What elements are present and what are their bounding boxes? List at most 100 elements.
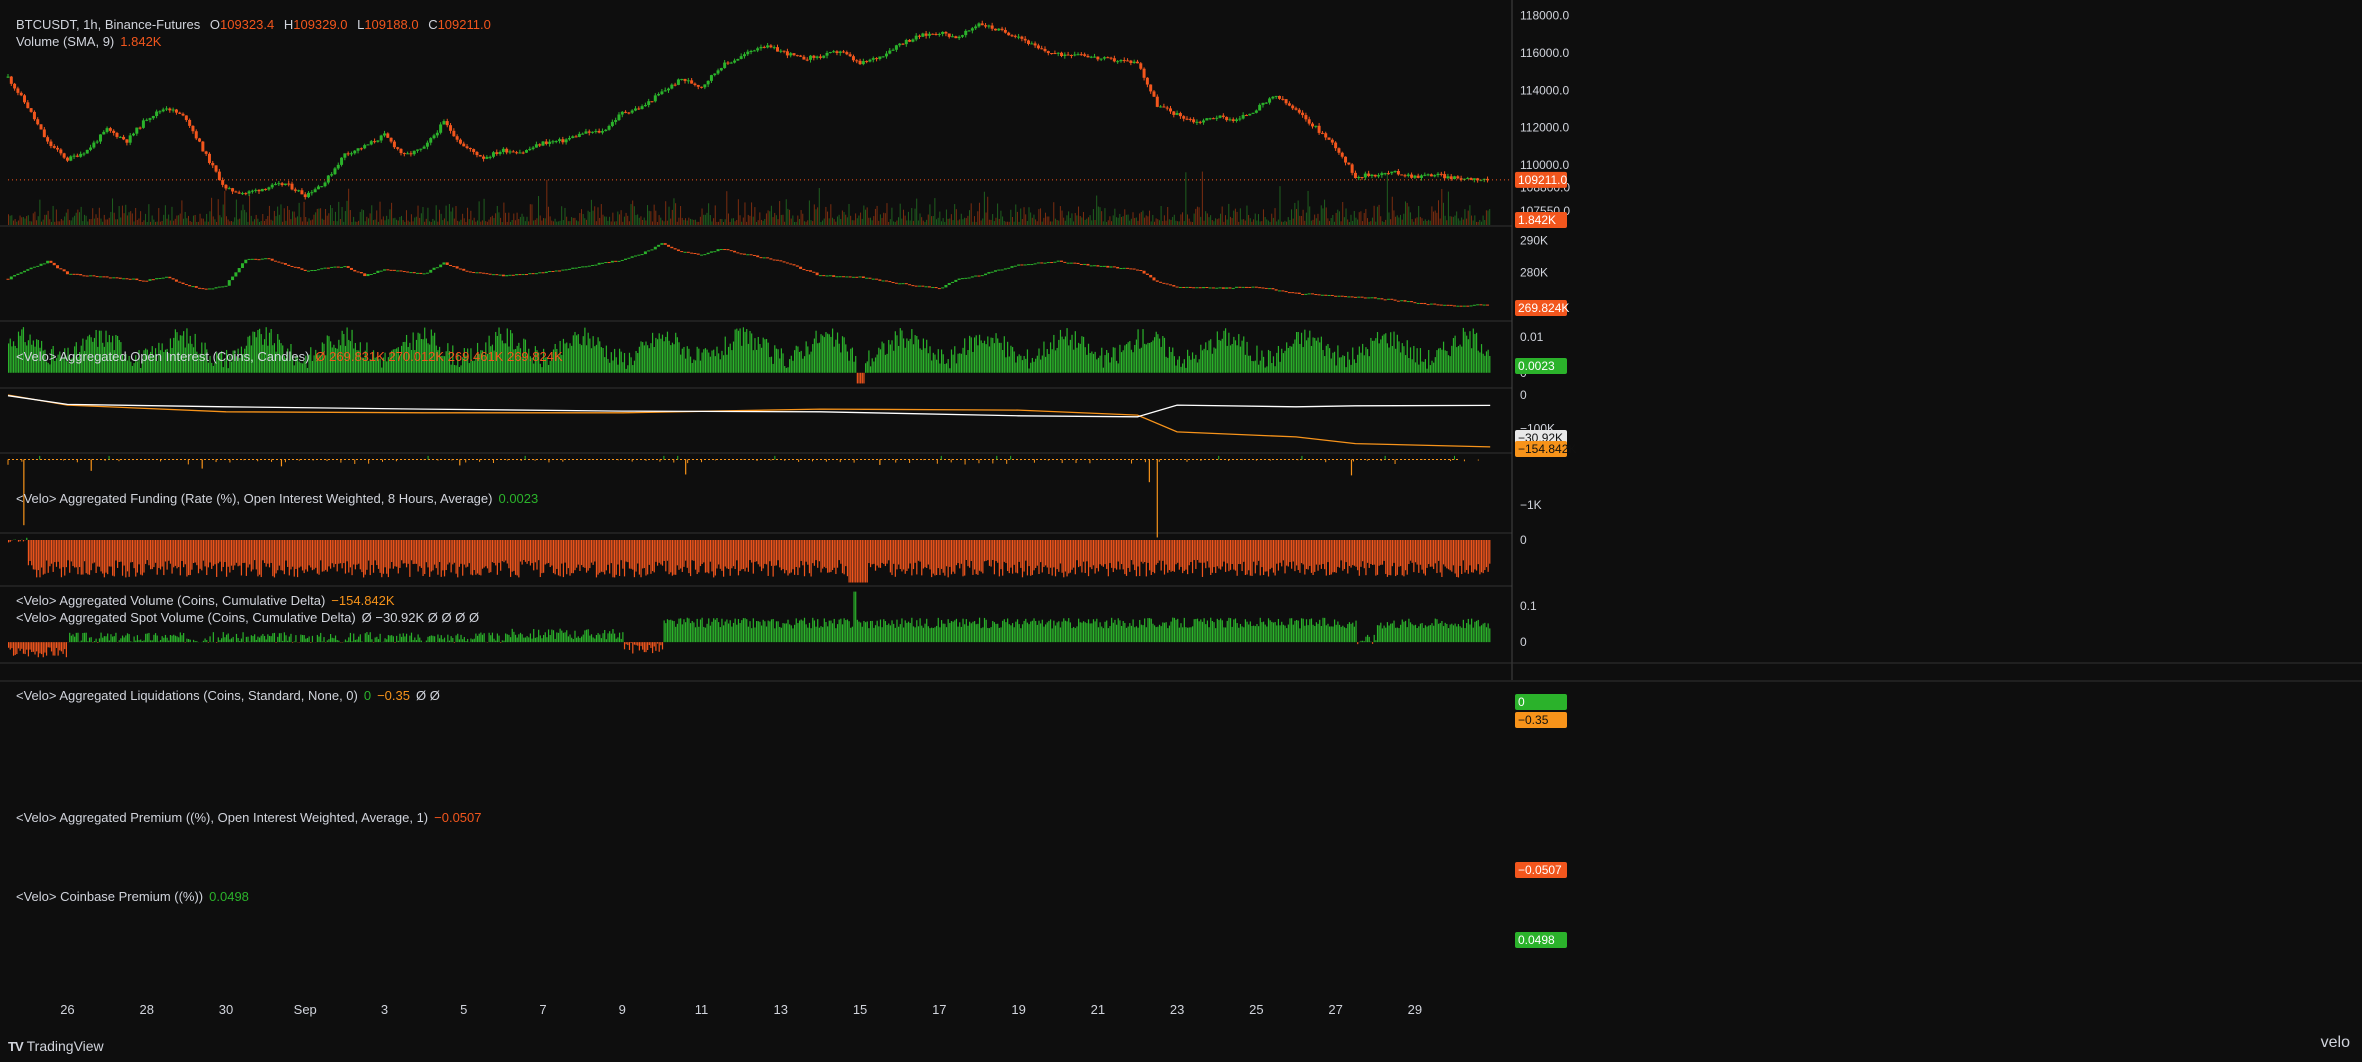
funding-bar (1452, 338, 1455, 373)
premium-bar (206, 540, 208, 576)
price-candle (960, 35, 964, 37)
premium-bar (334, 540, 337, 565)
price-candle (723, 62, 727, 69)
premium-bar (1071, 540, 1073, 570)
cb-premium-bar (1145, 627, 1147, 643)
price-candle (310, 192, 314, 194)
funding-bar (579, 343, 581, 373)
funding-bar (496, 335, 498, 373)
price-candle (518, 152, 522, 154)
price-candle (42, 129, 46, 138)
price-candle (13, 83, 17, 89)
oi-candle (1360, 296, 1364, 298)
funding-bar (486, 353, 489, 373)
premium-bar (501, 540, 503, 562)
cb-premium-bar (1233, 619, 1235, 643)
funding-bar (442, 355, 444, 373)
premium-bar (311, 540, 314, 571)
volume-bar (412, 221, 414, 225)
premium-bar (1342, 540, 1344, 571)
volume-bar (869, 217, 871, 225)
premium-bar (894, 540, 896, 577)
volume-bar (473, 217, 475, 225)
premium-bar (1028, 540, 1030, 567)
cb-premium-bar (945, 627, 948, 643)
volume-bar (1363, 212, 1365, 225)
funding-bar (1282, 353, 1284, 373)
funding-bar (825, 332, 827, 373)
funding-bar (70, 358, 72, 373)
premium-bar (937, 540, 939, 569)
cb-premium-bar (32, 642, 34, 652)
volume-bar (21, 217, 23, 225)
cb-premium-bar (539, 635, 541, 643)
funding-bar (450, 364, 452, 373)
premium-bar (392, 540, 394, 569)
volume-bar (179, 213, 181, 225)
cb-premium-bar (321, 641, 323, 643)
volume-bar (298, 202, 300, 225)
volume-bar (1005, 221, 1007, 225)
funding-bar (1218, 339, 1220, 373)
funding-bar (80, 345, 82, 373)
premium-bar (1362, 540, 1364, 562)
funding-bar (1319, 342, 1321, 373)
price-candle (458, 139, 462, 144)
volume-bar (1335, 212, 1337, 225)
volume-bar (1444, 215, 1446, 225)
oi-candle (1390, 298, 1394, 300)
funding-bar (1366, 349, 1369, 373)
funding-bar (254, 331, 256, 373)
volume-bar (790, 218, 792, 225)
volume-bar (498, 212, 500, 225)
cb-premium-bar (450, 636, 452, 643)
cb-premium-bar (290, 633, 292, 643)
cb-premium-bar (107, 633, 109, 643)
oi-candle (188, 285, 192, 287)
volume-bar (123, 213, 125, 225)
oi-candle (627, 257, 631, 259)
funding-bar (929, 346, 931, 373)
oi-candle (1063, 261, 1067, 263)
premium-bar (1292, 540, 1294, 562)
premium-bar (382, 540, 385, 574)
premium-bar (425, 540, 427, 563)
oi-candle (158, 277, 162, 279)
funding-bar (59, 351, 61, 373)
funding-bar (822, 335, 824, 373)
volume-bar (1287, 217, 1289, 225)
funding-bar (366, 342, 368, 373)
volume-bar (906, 220, 908, 225)
volume-bar (349, 210, 351, 225)
volume-bar (265, 218, 267, 225)
funding-bar (863, 372, 865, 384)
premium-bar (315, 540, 317, 568)
cb-premium-bar (1117, 618, 1119, 643)
volume-bar (615, 221, 617, 225)
cb-premium-bar (65, 642, 67, 658)
price-candle (1254, 110, 1258, 113)
price-candle (1102, 57, 1106, 59)
funding-bar (349, 341, 352, 373)
volume-bar (227, 219, 229, 225)
volume-bar (559, 220, 561, 225)
volume-bar (189, 221, 191, 225)
premium-bar (1099, 540, 1101, 565)
premium-bar (442, 540, 444, 571)
funding-bar (1033, 361, 1035, 373)
oi-candle (1003, 268, 1007, 270)
funding-bar (708, 352, 710, 373)
volume-bar (1071, 213, 1073, 225)
funding-bar (1007, 341, 1009, 373)
premium-bar (931, 540, 933, 578)
oi-candle (396, 270, 400, 272)
oi-candle (491, 274, 495, 276)
premium-bar (320, 540, 322, 561)
funding-bar (37, 339, 39, 373)
oi-candle (878, 279, 882, 281)
volume-bar (80, 206, 82, 225)
volume-bar (835, 221, 837, 225)
premium-bar (1216, 540, 1218, 567)
premium-bar (306, 540, 309, 572)
